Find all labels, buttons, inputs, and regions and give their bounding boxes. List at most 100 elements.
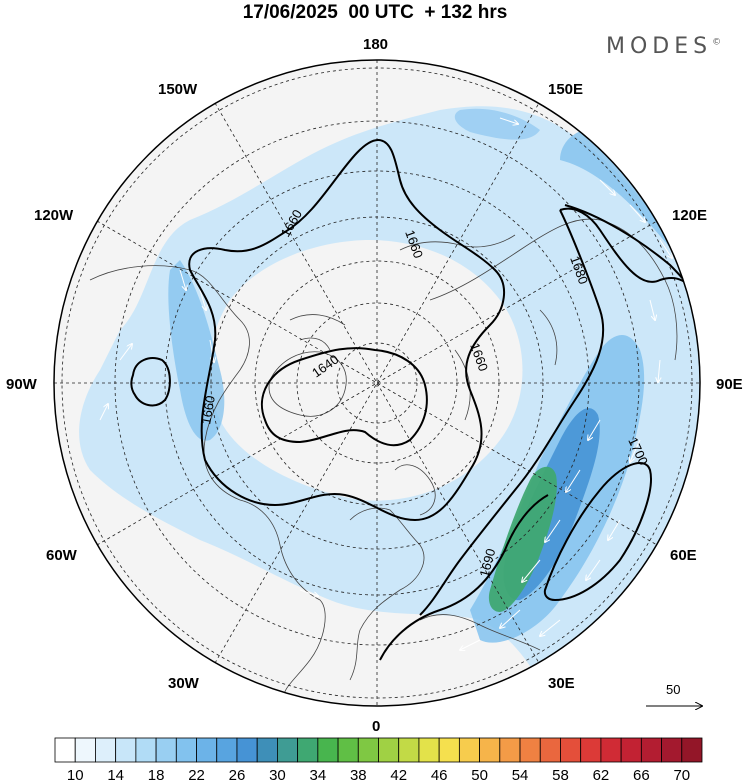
colorbar-swatch [74, 737, 96, 763]
colorbar-swatch [196, 737, 218, 763]
wind-vector [586, 559, 601, 580]
colorbar-swatch [216, 737, 238, 763]
wind-vector [540, 619, 561, 636]
contour-1700 [543, 461, 652, 602]
colorbar-swatch [539, 737, 561, 763]
colorbar-swatch [620, 737, 642, 763]
colorbar-swatch [640, 737, 662, 763]
colorbar-swatch [398, 737, 420, 763]
wind-vector [599, 179, 615, 195]
wind-vector [209, 339, 214, 362]
wind-vectors [99, 117, 672, 650]
colorbar-swatch [155, 737, 177, 763]
colorbar-swatch [175, 737, 197, 763]
colorbar-swatch [681, 737, 703, 763]
coastline-greenland [268, 351, 347, 417]
contour-label: 1690 [476, 547, 498, 579]
longitude-label: 60E [670, 547, 697, 564]
jet-core [488, 466, 557, 612]
longitude-label: 30W [168, 675, 200, 692]
colorbar-tick-label: 10 [67, 767, 84, 782]
longitude-label: 180 [363, 36, 388, 53]
colorbar-tick-label: 38 [350, 767, 367, 782]
colorbar-swatch [337, 737, 359, 763]
colorbar-swatch [600, 737, 622, 763]
colorbar-swatch [479, 737, 501, 763]
wind-vector [658, 359, 660, 382]
colorbar-swatch [661, 737, 683, 763]
polar-map: 1640 1660 1660 1660 1660 1680 1690 1700 [54, 60, 700, 706]
brand-logo: MODES© [606, 34, 721, 59]
map-title: 17/06/2025 00 UTC + 132 hrs [242, 2, 508, 23]
graticule [54, 60, 700, 706]
longitude-label: 0 [372, 718, 380, 735]
coastline-mediterranean [419, 614, 541, 651]
colorbar-tick-label: 54 [512, 767, 529, 782]
height-contours [130, 138, 700, 661]
colorbar-tick-label: 22 [188, 767, 205, 782]
wind-vector [629, 204, 645, 222]
longitude-label: 60W [46, 547, 78, 564]
wind-vector [460, 639, 481, 650]
map-border [53, 59, 701, 707]
contour-1660-main [188, 138, 506, 522]
coastline-scandinavia [394, 464, 436, 516]
colorbar-tick-label: 18 [148, 767, 165, 782]
colorbar-swatch [438, 737, 460, 763]
longitude-label-group: 180 150E 120E 90E 60E 30E 0 30W 60W 90W … [6, 36, 743, 735]
colorbar-swatch [458, 737, 480, 763]
colorbar-swatch [54, 737, 76, 763]
colorbar-tick-label: 66 [633, 767, 650, 782]
wind-vector [179, 269, 186, 290]
colorbar-tick-label: 46 [431, 767, 448, 782]
coastline-arctic-archipelago [289, 314, 346, 351]
contour-1640 [260, 347, 428, 447]
jet-band-mid-west [168, 260, 225, 441]
colorbar: 10 14 18 22 26 30 34 38 42 46 50 54 58 62 66 70 [54, 737, 703, 782]
contour-1690 [379, 494, 549, 661]
colorbar-swatch [418, 737, 440, 763]
longitude-label: 150E [548, 81, 583, 98]
contour-1660-west-cutoff [130, 357, 171, 407]
colorbar-swatch [277, 737, 299, 763]
colorbar-swatch [499, 737, 521, 763]
coastline-europe [349, 507, 425, 681]
contour-label: 1660 [198, 394, 218, 425]
longitude-label: 150W [158, 81, 198, 98]
longitude-label: 30E [548, 675, 575, 692]
colorbar-tick-label: 14 [107, 767, 124, 782]
longitude-label: 90W [6, 376, 38, 393]
wind-vector [588, 419, 601, 440]
wind-vector [659, 239, 672, 258]
colorbar-tick-label: 30 [269, 767, 286, 782]
colorbar-swatch [317, 737, 339, 763]
reference-vector-label: 50 [666, 682, 680, 697]
brand-mark: © [712, 37, 722, 48]
wind-vector [522, 559, 541, 582]
colorbar-swatch [580, 737, 602, 763]
wind-vector [545, 519, 561, 542]
wind-vector [500, 609, 521, 628]
colorbar-swatch [378, 737, 400, 763]
colorbar-swatch [357, 737, 379, 763]
wind-vector [299, 589, 318, 596]
wind-vector [630, 439, 641, 462]
colorbar-tick-label: 34 [310, 767, 327, 782]
colorbar-swatch [519, 737, 541, 763]
colorbar-tick-label: 70 [673, 767, 690, 782]
wind-vector [499, 117, 518, 124]
colorbar-tick-label: 26 [229, 767, 246, 782]
longitude-label: 120W [34, 207, 74, 224]
colorbar-swatch [95, 737, 117, 763]
colorbar-tick-label: 58 [552, 767, 569, 782]
colorbar-tick-label: 42 [390, 767, 407, 782]
coastline-north-america [89, 265, 326, 701]
colorbar-swatch [236, 737, 258, 763]
longitude-label: 120E [672, 207, 707, 224]
wind-vector [119, 344, 132, 361]
wind-vector [199, 289, 206, 310]
wind-vector [608, 519, 621, 540]
wind-vector [649, 299, 655, 320]
reference-vector: 50 [646, 682, 702, 706]
